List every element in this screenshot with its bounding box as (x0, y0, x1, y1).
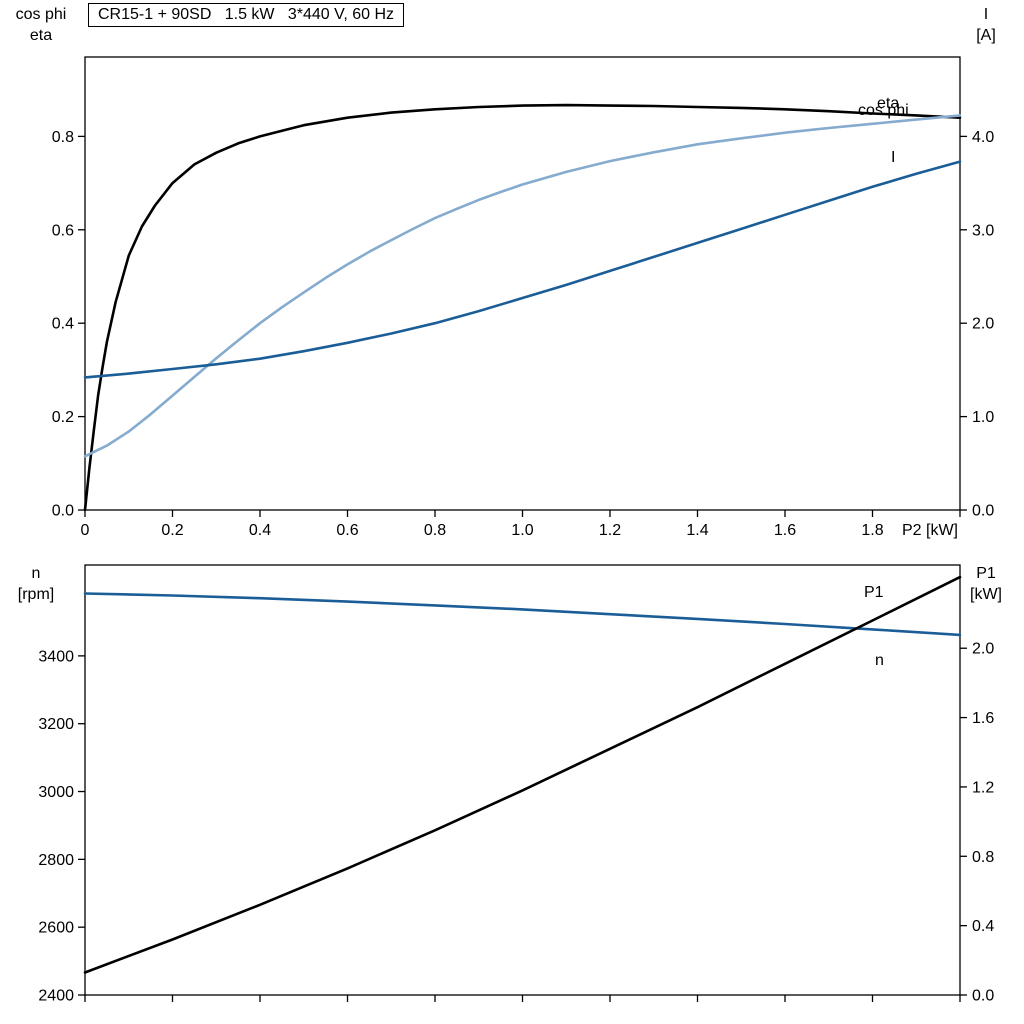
svg-text:0.0: 0.0 (52, 503, 74, 520)
svg-text:0.8: 0.8 (424, 522, 446, 539)
svg-text:0.8: 0.8 (972, 849, 994, 866)
svg-text:1.8: 1.8 (861, 522, 883, 539)
svg-text:0.4: 0.4 (249, 522, 271, 539)
svg-text:cos phi: cos phi (858, 102, 909, 119)
svg-text:3000: 3000 (38, 784, 74, 801)
top-left-axis-title: cos phi eta (4, 4, 78, 46)
svg-text:0.6: 0.6 (336, 522, 358, 539)
svg-text:3.0: 3.0 (972, 222, 994, 239)
svg-text:1.2: 1.2 (972, 779, 994, 796)
svg-text:2600: 2600 (38, 920, 74, 937)
axis-title-power-input-unit: [kW] (970, 586, 1002, 603)
bottom-right-axis-title: P1 [kW] (958, 563, 1014, 605)
svg-text:3400: 3400 (38, 648, 74, 665)
svg-text:0.4: 0.4 (52, 316, 74, 333)
svg-text:0: 0 (81, 522, 90, 539)
svg-text:1.6: 1.6 (774, 522, 796, 539)
svg-text:2400: 2400 (38, 988, 74, 1005)
svg-text:2.0: 2.0 (972, 641, 994, 658)
svg-text:0.0: 0.0 (972, 988, 994, 1005)
svg-text:P1: P1 (864, 584, 884, 601)
svg-text:2.0: 2.0 (972, 316, 994, 333)
svg-text:3200: 3200 (38, 716, 74, 733)
svg-text:P2 [kW]: P2 [kW] (902, 522, 958, 539)
bottom-left-axis-title: n [rpm] (4, 563, 68, 605)
axis-title-speed: n (31, 565, 41, 582)
axis-title-power-input: P1 (976, 565, 996, 582)
svg-text:1.0: 1.0 (972, 409, 994, 426)
svg-text:1.0: 1.0 (511, 522, 533, 539)
axis-title-current: I (983, 6, 989, 23)
svg-text:2800: 2800 (38, 852, 74, 869)
svg-text:0.2: 0.2 (52, 409, 74, 426)
svg-text:1.6: 1.6 (972, 710, 994, 727)
svg-text:0.8: 0.8 (52, 129, 74, 146)
axis-title-speed-unit: [rpm] (17, 586, 55, 603)
svg-text:1.4: 1.4 (686, 522, 708, 539)
top-right-axis-title: I [A] (960, 4, 1012, 46)
svg-text:4.0: 4.0 (972, 129, 994, 146)
svg-text:n: n (875, 652, 884, 669)
svg-text:0.0: 0.0 (972, 503, 994, 520)
chart-title-box: CR15-1 + 90SD 1.5 kW 3*440 V, 60 Hz (88, 3, 405, 27)
svg-text:eta: eta (877, 95, 899, 112)
svg-text:1.2: 1.2 (599, 522, 621, 539)
svg-text:0.6: 0.6 (52, 222, 74, 239)
axis-title-eta: eta (29, 27, 53, 44)
axis-title-cos-phi: cos phi (15, 6, 67, 23)
svg-text:I: I (891, 149, 895, 166)
axis-title-current-unit: [A] (976, 27, 996, 44)
svg-text:0.2: 0.2 (161, 522, 183, 539)
svg-text:0.4: 0.4 (972, 918, 994, 935)
